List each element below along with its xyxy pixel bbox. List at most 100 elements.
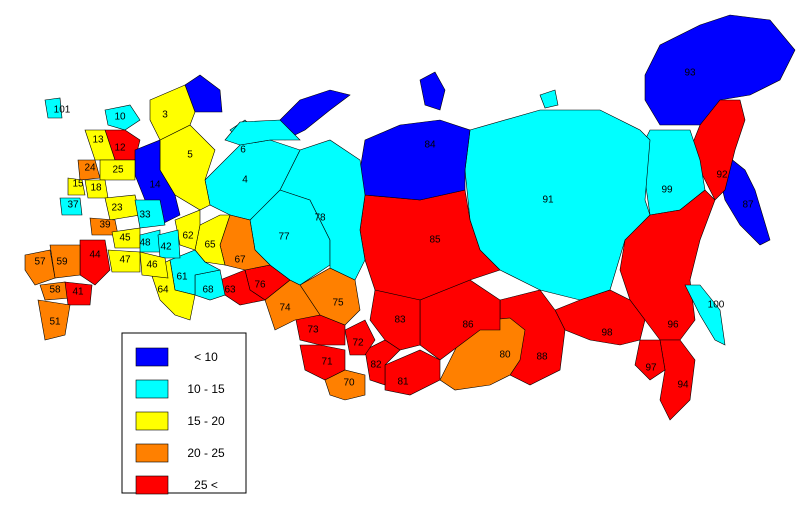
- regions: 93 87 92 99 91 96 98 94 97 100 88 80 86 85 84 83 81 82 72 7…: [24, 14, 796, 421]
- region: [359, 119, 471, 201]
- region-label: 23: [111, 203, 123, 214]
- region-label: 48: [139, 238, 151, 249]
- region-label: 81: [397, 377, 409, 388]
- region-label: 72: [352, 338, 364, 349]
- legend-label: 10 - 15: [187, 382, 225, 396]
- region-label: 46: [146, 260, 158, 271]
- region-label: 93: [684, 68, 696, 79]
- region: [134, 199, 166, 229]
- region-label: 67: [234, 255, 246, 266]
- region-label: 97: [645, 363, 657, 374]
- legend-swatch: [135, 411, 169, 431]
- region: [59, 197, 83, 216]
- island: [419, 71, 446, 111]
- island: [539, 89, 559, 109]
- region: [344, 319, 376, 356]
- legend-swatch: [135, 347, 169, 367]
- region-label: 63: [224, 285, 236, 296]
- region-label: 99: [661, 185, 673, 196]
- region: [67, 177, 86, 196]
- region-label: 98: [601, 328, 613, 339]
- legend-label: 25 <: [194, 478, 218, 492]
- region-label: 64: [157, 285, 169, 296]
- region-label: 5: [187, 150, 193, 161]
- region: [107, 249, 141, 273]
- region-label: 77: [278, 232, 290, 243]
- legend-swatch: [135, 443, 169, 463]
- region-label: 91: [542, 195, 554, 206]
- region-label: 14: [149, 180, 161, 191]
- region-label: 86: [462, 320, 474, 331]
- region-label: 45: [119, 233, 131, 244]
- region-label: 65: [204, 240, 216, 251]
- region-label: 96: [667, 320, 679, 331]
- region-label: 15: [72, 179, 84, 190]
- region-label: 13: [92, 135, 104, 146]
- region: [157, 229, 181, 259]
- region-label: 25: [112, 165, 124, 176]
- legend-swatch: [135, 475, 169, 495]
- region: [634, 339, 666, 381]
- region: [364, 339, 401, 386]
- region-label: 76: [254, 280, 266, 291]
- region-label: 68: [202, 285, 214, 296]
- region-label: 78: [314, 213, 326, 224]
- region-label: 3: [162, 110, 168, 121]
- region-label: 18: [90, 183, 102, 194]
- region-label: 51: [49, 317, 61, 328]
- region-label: 82: [370, 360, 382, 371]
- region-label: 100: [708, 300, 725, 311]
- region: [104, 104, 141, 131]
- region: [174, 209, 201, 251]
- region-label: 57: [34, 257, 46, 268]
- region-label: 61: [176, 272, 188, 283]
- region-label: 39: [99, 220, 111, 231]
- region: [134, 139, 181, 226]
- legend-label: 15 - 20: [187, 414, 225, 428]
- region: [99, 159, 136, 181]
- legend-swatch: [135, 379, 169, 399]
- region-label: 44: [89, 250, 101, 261]
- region: [419, 279, 501, 361]
- region: [384, 349, 441, 396]
- region-label: 73: [307, 325, 319, 336]
- region-label: 80: [499, 350, 511, 361]
- region: [659, 339, 696, 421]
- region-label: 71: [321, 357, 333, 368]
- region-label: 94: [677, 380, 689, 391]
- region-label: 37: [67, 200, 79, 211]
- region-label: 10: [114, 112, 126, 123]
- legend: < 10 10 - 15 15 - 20 20 - 25 25 <: [121, 332, 247, 495]
- region-label: 92: [716, 170, 728, 181]
- region: [79, 239, 111, 286]
- region-label: 41: [72, 287, 84, 298]
- region-label: 42: [160, 242, 172, 253]
- region: [149, 84, 196, 141]
- region-label: 58: [49, 285, 61, 296]
- region-label: 12: [114, 143, 126, 154]
- region-label: 24: [84, 163, 96, 174]
- region: [644, 14, 796, 126]
- region-label: 33: [139, 210, 151, 221]
- region-label: 62: [182, 231, 194, 242]
- region: [44, 97, 63, 119]
- region-label: 83: [394, 315, 406, 326]
- region-label: 75: [332, 298, 344, 309]
- region-label: 85: [429, 235, 441, 246]
- region: [224, 119, 301, 146]
- region-label: 74: [279, 303, 291, 314]
- legend-label: < 10: [194, 350, 218, 364]
- region-label: 59: [56, 257, 68, 268]
- region-label: 6: [240, 145, 246, 156]
- region-label: 70: [343, 378, 355, 389]
- region-label: 87: [742, 200, 754, 211]
- region: [24, 249, 56, 286]
- region-label: 4: [242, 175, 248, 186]
- region: [619, 189, 716, 341]
- region-label: 84: [424, 140, 436, 151]
- region-label: 88: [536, 352, 548, 363]
- region-label: 101: [54, 105, 71, 116]
- region: [64, 281, 93, 306]
